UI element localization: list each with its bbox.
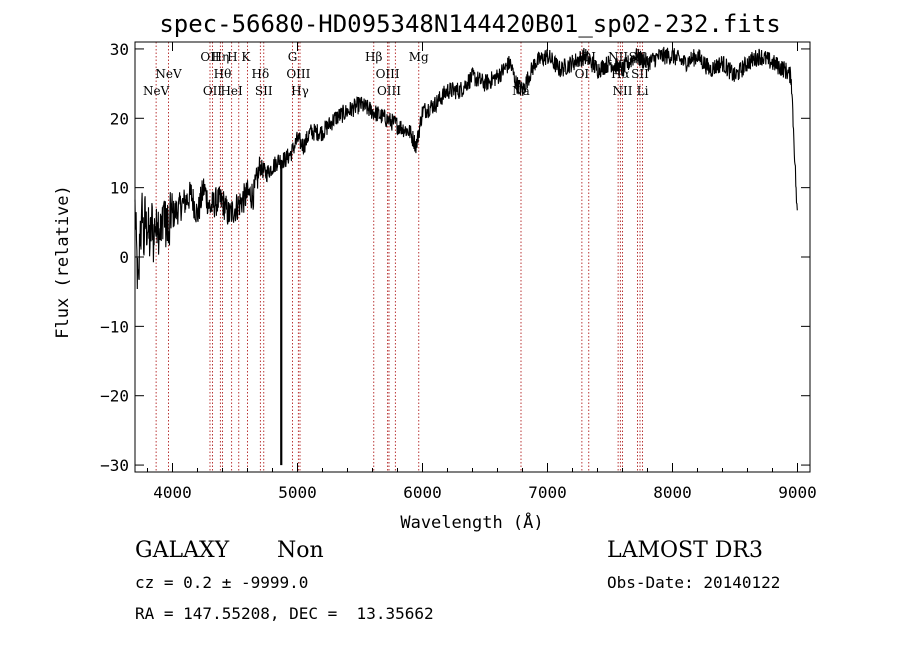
x-tick-label: 8000: [653, 483, 692, 502]
obs-date-readout: Obs-Date: 20140122: [607, 573, 781, 592]
spectrum-series-line: [134, 46, 798, 290]
reference-lines: [155, 42, 643, 472]
reference-line-label: NeV: [143, 84, 170, 98]
chart-title: spec-56680-HD095348N144420B01_sp02-232.f…: [159, 10, 780, 38]
reference-line-label: NeV: [155, 67, 182, 81]
reference-line-label: G: [288, 50, 298, 64]
reference-line-label: OI: [575, 67, 590, 81]
reference-line-label: Hγ: [291, 84, 309, 98]
y-tick-label: 10: [110, 179, 129, 198]
survey-label: LAMOST DR3: [607, 538, 763, 563]
y-tick-label: 0: [119, 248, 129, 267]
reference-line-label: OIII: [376, 67, 400, 81]
x-tick-label: 9000: [778, 483, 817, 502]
reference-line-label: Li: [637, 84, 649, 98]
cz-readout: cz = 0.2 ± -9999.0: [135, 573, 309, 592]
x-tick-label: 6000: [403, 483, 442, 502]
reference-line-label: Hθ: [214, 67, 232, 81]
y-tick-label: 20: [110, 109, 129, 128]
axis-ticks: 4000 5000 6000 7000 8000 9000 −30 −20 −10 0 10 20 30: [100, 40, 817, 502]
y-tick-label: 30: [110, 40, 129, 59]
radec-readout: RA = 147.55208, DEC = 13.35662: [135, 604, 434, 623]
reference-line-label: SII: [255, 84, 273, 98]
subclass-label: Non: [277, 538, 324, 563]
y-tick-label: −10: [100, 317, 129, 336]
reference-line-label: Mg: [409, 50, 429, 64]
reference-line-label: H K: [227, 50, 251, 64]
reference-line-label: HeI: [220, 84, 243, 98]
x-axis-label: Wavelength (Å): [400, 511, 543, 533]
y-axis-label: Flux (relative): [53, 185, 73, 339]
reference-line-label: NII: [613, 84, 633, 98]
reference-line-label: Hη: [212, 50, 230, 64]
reference-line-label: NII: [608, 50, 628, 64]
reference-line-label: SII: [631, 67, 649, 81]
reference-line-label: OIII: [286, 67, 310, 81]
x-tick-label: 5000: [278, 483, 317, 502]
plot-frame: [134, 41, 811, 473]
reference-line-label: OII: [200, 50, 220, 64]
reference-line-label: OII: [203, 84, 223, 98]
class-label: GALAXY: [135, 538, 230, 563]
reference-line-label: Hδ: [252, 67, 270, 81]
y-tick-label: −20: [100, 387, 129, 406]
x-tick-label: 7000: [528, 483, 567, 502]
x-tick-label: 4000: [153, 483, 192, 502]
reference-line-label: Hβ: [365, 50, 382, 64]
reference-line-label: OIII: [377, 84, 401, 98]
y-tick-label: −30: [100, 456, 129, 475]
